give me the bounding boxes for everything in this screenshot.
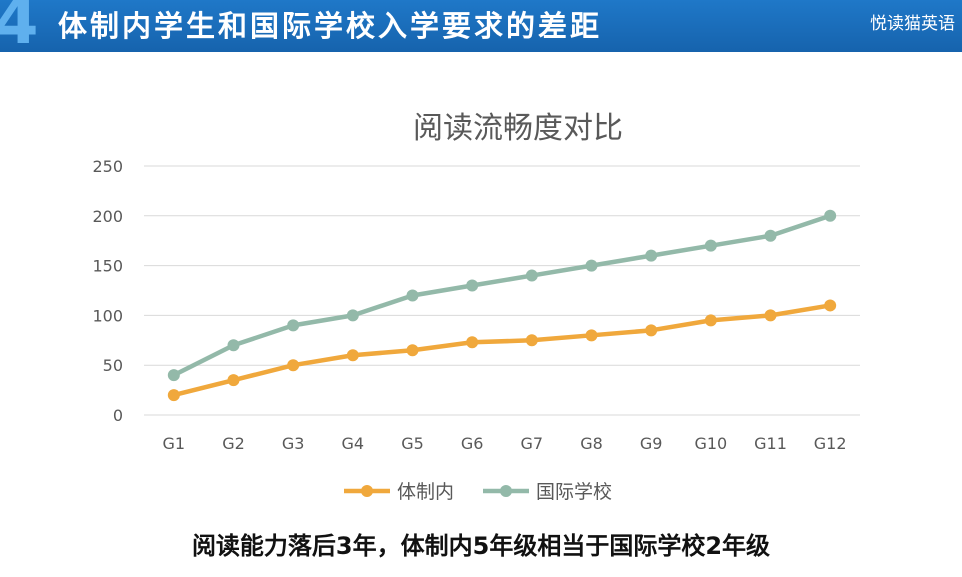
- data-point: [287, 319, 300, 332]
- x-tick-label: G11: [754, 434, 787, 453]
- x-tick-label: G4: [342, 434, 365, 453]
- data-point: [704, 314, 717, 327]
- data-point: [406, 289, 419, 302]
- banner-title: 体制内学生和国际学校入学要求的差距: [58, 9, 603, 43]
- data-point: [466, 336, 479, 349]
- gridlines: [144, 165, 860, 416]
- x-tick-label: G8: [580, 434, 603, 453]
- data-point: [346, 349, 359, 362]
- legend-label: 国际学校: [536, 481, 612, 503]
- data-point: [466, 279, 479, 292]
- legend-item: 体制内: [344, 481, 454, 503]
- x-axis-ticks: G1 G2 G3 G4 G5 G6 G7 G8 G9 G10 G11 G12: [163, 434, 847, 453]
- data-point: [824, 299, 837, 312]
- data-point: [704, 239, 717, 252]
- series-line: [171, 213, 833, 378]
- legend-swatch-marker: [500, 485, 512, 497]
- x-tick-label: G6: [461, 434, 484, 453]
- x-tick-label: G10: [694, 434, 727, 453]
- x-tick-label: G3: [282, 434, 305, 453]
- chart-title: 阅读流畅度对比: [413, 111, 623, 146]
- y-tick-label: 50: [103, 356, 123, 375]
- y-tick-label: 100: [92, 306, 123, 325]
- y-tick-label: 200: [92, 207, 123, 226]
- data-point: [406, 344, 419, 357]
- y-tick-label: 150: [92, 257, 123, 276]
- line-chart: 阅读流畅度对比 0 50 100 150 200 250 G1 G2 G3 G4 G5 G6 G7 G8…: [92, 111, 860, 503]
- legend: 体制内 国际学校: [344, 481, 612, 503]
- series-2: [167, 209, 837, 382]
- brand-label: 悦读猫英语: [870, 14, 955, 34]
- data-point: [525, 269, 538, 282]
- y-tick-label: 0: [113, 406, 123, 425]
- legend-swatch-marker: [361, 485, 373, 497]
- data-point: [227, 339, 240, 352]
- data-point: [585, 259, 598, 272]
- data-point: [167, 369, 180, 382]
- data-point: [764, 229, 777, 242]
- data-point: [585, 329, 598, 342]
- chart-caption: 阅读能力落后3年，体制内5年级相当于国际学校2年级: [191, 532, 771, 560]
- data-point: [764, 309, 777, 322]
- x-tick-label: G7: [521, 434, 544, 453]
- data-point: [167, 389, 180, 402]
- section-number: 4: [0, 0, 39, 59]
- data-point: [525, 334, 538, 347]
- data-point: [287, 359, 300, 372]
- x-tick-label: G1: [163, 434, 186, 453]
- series-1: [167, 299, 837, 402]
- series-line: [171, 303, 833, 398]
- y-tick-label: 250: [92, 157, 123, 176]
- data-point: [346, 309, 359, 322]
- data-point: [824, 209, 837, 222]
- x-tick-label: G5: [401, 434, 424, 453]
- x-tick-label: G2: [222, 434, 245, 453]
- x-tick-label: G9: [640, 434, 663, 453]
- data-point: [645, 324, 658, 337]
- header-banner: 4 体制内学生和国际学校入学要求的差距 悦读猫英语: [0, 0, 962, 59]
- legend-item: 国际学校: [483, 481, 612, 503]
- x-tick-label: G12: [814, 434, 847, 453]
- data-point: [645, 249, 658, 262]
- legend-label: 体制内: [397, 481, 454, 503]
- series-layer: [167, 209, 837, 402]
- data-point: [227, 374, 240, 387]
- y-axis-ticks: 0 50 100 150 200 250: [92, 157, 123, 425]
